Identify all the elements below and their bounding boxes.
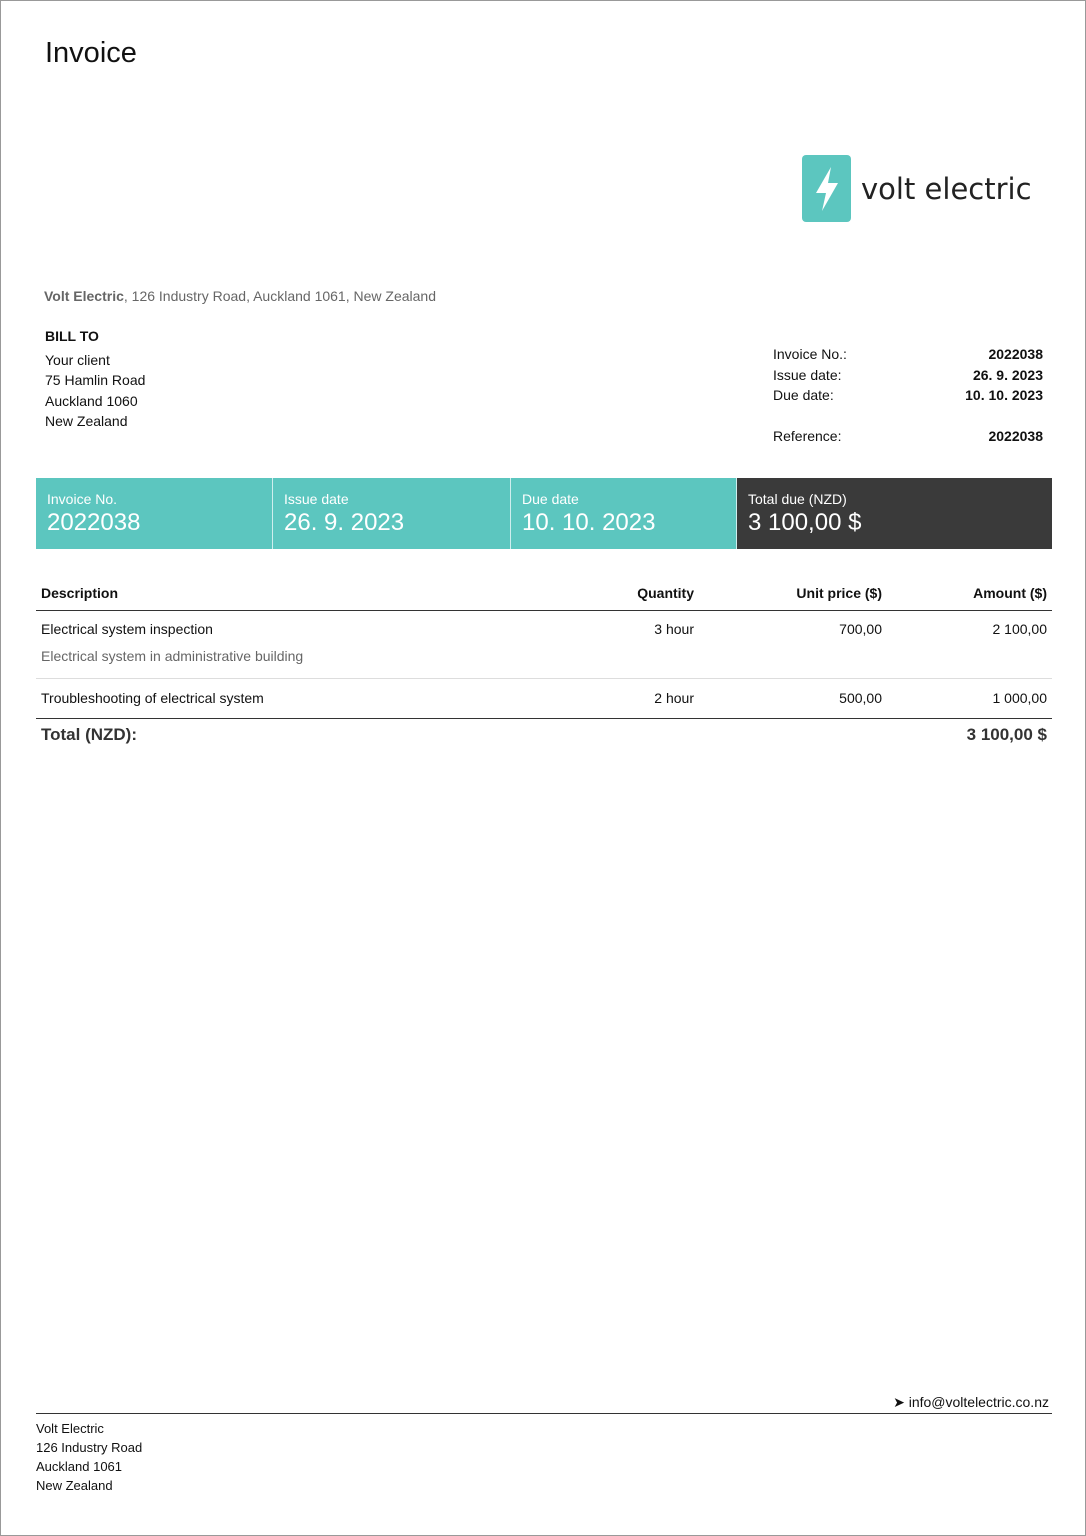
- bill-to: BILL TO Your client 75 Hamlin Road Auckl…: [45, 328, 146, 429]
- band-total-due: Total due (NZD) 3 100,00 $: [737, 478, 1052, 549]
- table-header: Description Quantity Unit price ($) Amount …: [36, 576, 1052, 611]
- sender-address: Volt Electric, 126 Industry Road, Auckla…: [44, 288, 436, 304]
- footer-email: ➤ info@voltelectric.co.nz: [893, 1394, 1049, 1410]
- band-due-date: Due date 10. 10. 2023: [511, 478, 737, 549]
- document-title: Invoice: [45, 37, 137, 69]
- footer-address: Volt Electric 126 Industry Road Auckland 1…: [36, 1421, 143, 1493]
- logo-text: volt electric: [861, 171, 1032, 206]
- band-invoice-no: Invoice No. 2022038: [36, 478, 273, 549]
- table-row: Troubleshooting of electrical system 2 ho…: [36, 679, 1052, 719]
- invoice-meta: Invoice No.: 2022038 Issue date: 26. 9. 20…: [773, 346, 1043, 444]
- summary-band: Invoice No. 2022038 Issue date 26. 9. 2023…: [36, 478, 1052, 549]
- band-issue-date: Issue date 26. 9. 2023: [273, 478, 511, 549]
- table-row: Electrical system inspection 3 hour 700,00…: [36, 611, 1052, 679]
- lightning-bolt-icon: [802, 155, 851, 222]
- send-icon: ➤: [893, 1394, 909, 1410]
- company-logo: volt electric: [802, 155, 1032, 222]
- total-row: Total (NZD): 3 100,00 $: [41, 725, 1047, 744]
- footer-divider: [36, 1413, 1052, 1414]
- line-items-table: Description Quantity Unit price ($) Amount …: [36, 576, 1052, 745]
